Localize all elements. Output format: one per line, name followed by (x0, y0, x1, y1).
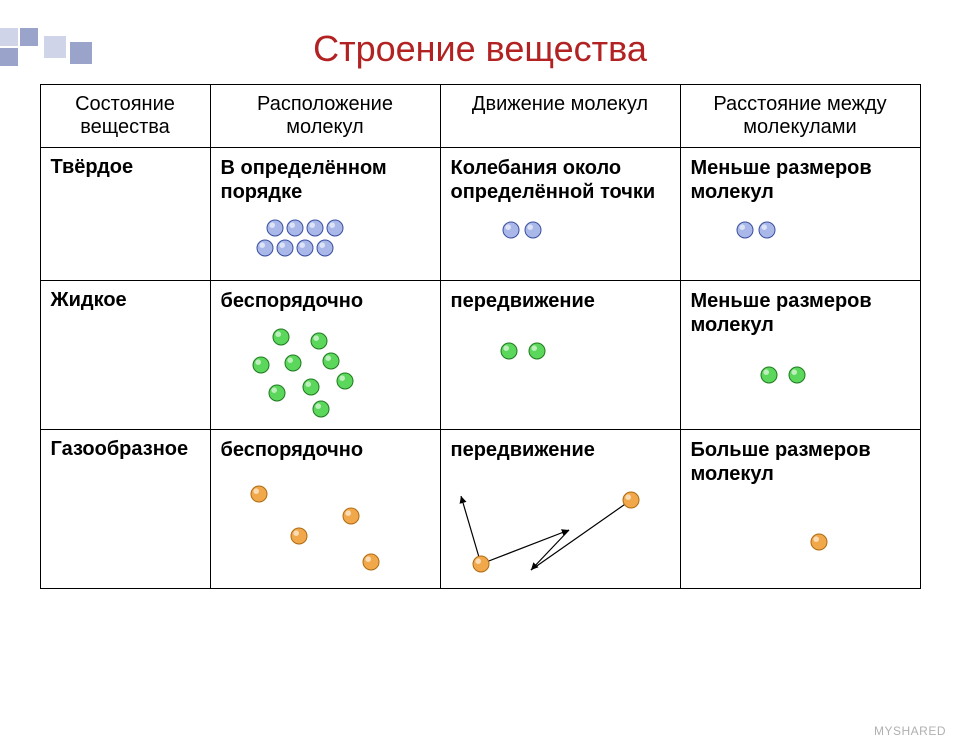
cell-distance: Больше размеров молекул (680, 430, 920, 589)
cell-state: Газообразное (40, 430, 210, 589)
movement-text: передвижение (451, 289, 670, 313)
matter-table: Состояние вещества Расположение молекул … (40, 84, 921, 589)
molecule-diagram (691, 494, 851, 574)
col-movement: Движение молекул (440, 85, 680, 148)
cell-movement: передвижение (440, 281, 680, 430)
col-arrangement: Расположение молекул (210, 85, 440, 148)
table-row: Жидкое беспорядочно передвижение Меньше … (40, 281, 920, 430)
molecule-diagram (451, 470, 651, 580)
movement-text: Колебания около определённой точки (451, 156, 670, 204)
cell-state: Твёрдое (40, 148, 210, 281)
cell-movement: передвижение (440, 430, 680, 589)
molecule-diagram (691, 212, 851, 252)
molecule-diagram (221, 470, 421, 580)
col-state: Состояние вещества (40, 85, 210, 148)
corner-decoration (0, 28, 170, 88)
arrangement-text: В определённом порядке (221, 156, 430, 204)
molecule-diagram (221, 212, 401, 272)
watermark: MYSHARED (874, 724, 946, 738)
distance-text: Меньше размеров молекул (691, 156, 910, 204)
table-row: Твёрдое В определённом порядке Колебания… (40, 148, 920, 281)
molecule-diagram (451, 321, 611, 381)
slide: Строение вещества Состояние вещества Рас… (0, 28, 960, 748)
cell-arrangement: беспорядочно (210, 430, 440, 589)
cell-state: Жидкое (40, 281, 210, 430)
molecule-diagram (691, 345, 851, 405)
header-row: Состояние вещества Расположение молекул … (40, 85, 920, 148)
movement-text: передвижение (451, 438, 670, 462)
cell-distance: Меньше размеров молекул (680, 281, 920, 430)
cell-movement: Колебания около определённой точки (440, 148, 680, 281)
col-distance: Расстояние между молекулами (680, 85, 920, 148)
molecule-diagram (451, 212, 611, 252)
cell-arrangement: В определённом порядке (210, 148, 440, 281)
molecule-diagram (221, 321, 421, 421)
table-row: Газообразное беспорядочно передвижение Б… (40, 430, 920, 589)
distance-text: Больше размеров молекул (691, 438, 910, 486)
distance-text: Меньше размеров молекул (691, 289, 910, 337)
cell-distance: Меньше размеров молекул (680, 148, 920, 281)
arrangement-text: беспорядочно (221, 289, 430, 313)
arrangement-text: беспорядочно (221, 438, 430, 462)
cell-arrangement: беспорядочно (210, 281, 440, 430)
